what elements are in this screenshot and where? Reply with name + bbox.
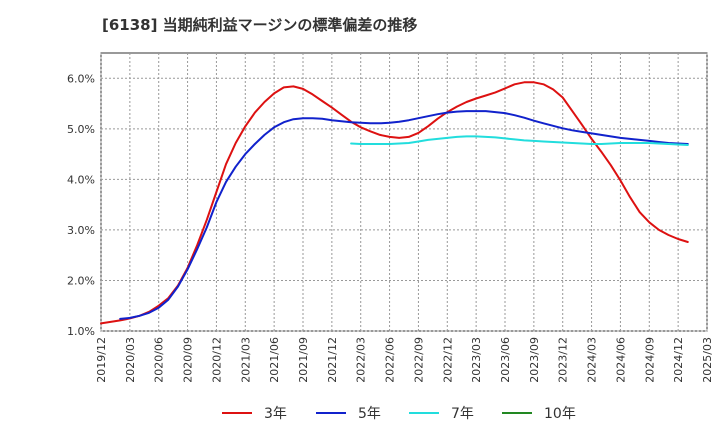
y-tick-label: 2.0% [67,274,95,287]
series-line [350,135,689,146]
legend-label: 3年 [264,406,287,422]
plot-area [100,52,708,332]
x-tick-label: 2023/09 [528,337,541,383]
chart-title: [6138] 当期純利益マージンの標準偏差の推移 [102,16,417,34]
x-tick-label: 2024/06 [614,337,627,383]
x-tick-label: 2020/09 [182,337,195,383]
legend-label: 5年 [358,406,381,422]
series-line [119,110,689,320]
x-tick-label: 2020/03 [124,337,137,383]
x-tick-label: 2025/03 [701,337,714,383]
legend-label: 7年 [451,406,474,422]
y-tick-label: 6.0% [67,72,95,85]
x-tick-label: 2022/09 [412,337,425,383]
x-tick-label: 2020/06 [153,337,166,383]
x-tick-label: 2021/03 [239,337,252,383]
x-tick-label: 2022/03 [355,337,368,383]
grid [100,53,708,332]
x-tick-label: 2024/09 [643,337,656,383]
series-line [100,81,689,325]
x-tick-label: 2024/12 [672,337,685,383]
x-axis-ticks: 2019/12 2020/03 2020/06 2020/09 2020/12 2021/… [95,337,714,383]
x-tick-label: 2024/03 [586,337,599,383]
x-tick-label: 2021/09 [297,337,310,383]
x-tick-label: 2022/12 [441,337,454,383]
y-tick-label: 3.0% [67,224,95,237]
x-tick-label: 2021/12 [326,337,339,383]
x-tick-label: 2023/06 [499,337,512,383]
x-tick-label: 2020/12 [210,337,223,383]
x-tick-label: 2019/12 [95,337,108,383]
y-axis-ticks: 1.0% 2.0% 3.0% 4.0% 5.0% 6.0% [67,72,95,338]
series-lines [100,81,689,325]
y-tick-label: 5.0% [67,123,95,136]
x-tick-label: 2022/06 [384,337,397,383]
y-tick-label: 4.0% [67,173,95,186]
legend: 3年 5年 7年 10年 [222,406,576,422]
x-tick-label: 2023/12 [557,337,570,383]
x-tick-label: 2021/06 [268,337,281,383]
legend-label: 10年 [544,406,576,422]
y-tick-label: 1.0% [67,325,95,338]
x-tick-label: 2023/03 [470,337,483,383]
